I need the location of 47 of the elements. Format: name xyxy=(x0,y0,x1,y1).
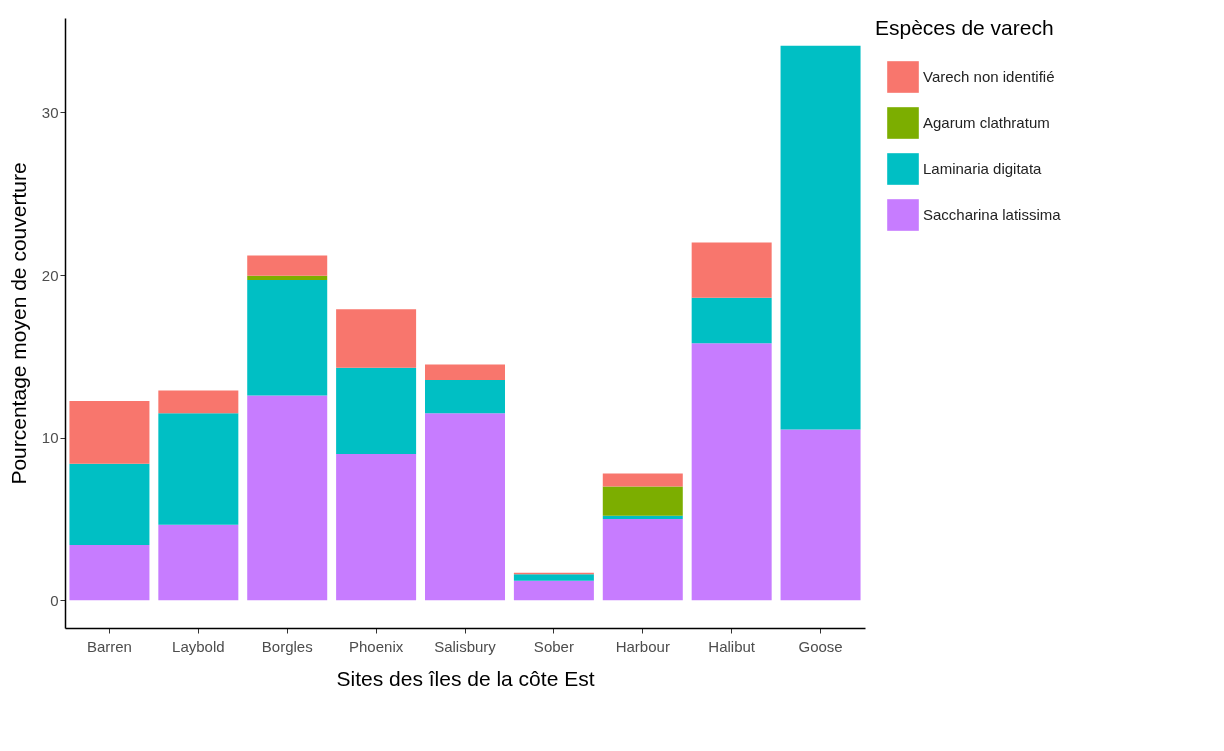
x-tick-label: Borgles xyxy=(261,637,313,655)
x-tick-label: Goose xyxy=(798,637,843,655)
bar xyxy=(425,413,505,601)
y-tick-label: 20 xyxy=(41,266,59,284)
bar xyxy=(69,401,150,464)
y-tick-label: 10 xyxy=(41,429,59,447)
legend-label: Laminaria digitata xyxy=(923,160,1043,177)
legend-title: Espèces de varech xyxy=(875,16,1054,39)
bar xyxy=(602,519,683,601)
bar xyxy=(425,379,505,414)
bar xyxy=(247,275,328,280)
bar xyxy=(691,343,772,601)
bar xyxy=(247,395,328,601)
bar xyxy=(247,279,328,396)
legend-label: Agarum clathratum xyxy=(923,114,1050,131)
x-tick-label: Halibut xyxy=(708,637,756,655)
bar xyxy=(513,580,594,601)
bar xyxy=(602,473,683,487)
bar xyxy=(691,242,772,298)
bar xyxy=(69,545,150,601)
bar xyxy=(158,413,239,525)
x-tick-label: Sober xyxy=(533,637,574,655)
x-tick-label: Harbour xyxy=(615,637,670,655)
y-tick-label: 30 xyxy=(41,103,59,121)
y-tick-label: 0 xyxy=(50,591,59,609)
bar xyxy=(513,574,594,581)
bar xyxy=(336,309,417,368)
bar xyxy=(780,45,861,430)
bar xyxy=(158,390,239,414)
bar xyxy=(780,429,861,601)
bar xyxy=(691,297,772,344)
x-tick-label: Phoenix xyxy=(349,637,404,655)
x-tick-label: Salisbury xyxy=(434,637,497,655)
x-axis-title: Sites des îles de la côte Est xyxy=(336,666,595,690)
bar xyxy=(69,463,150,546)
x-tick-label: Laybold xyxy=(172,637,225,655)
bar xyxy=(602,486,683,516)
bar xyxy=(425,364,505,380)
x-tick-label: Barren xyxy=(86,637,132,655)
legend-label: Varech non identifié xyxy=(923,68,1055,85)
bar xyxy=(336,453,417,601)
bar xyxy=(247,255,328,276)
bar xyxy=(602,515,683,520)
bar xyxy=(158,524,239,601)
y-axis-title: Pourcentage moyen de couverture xyxy=(6,162,30,485)
bar xyxy=(336,367,417,454)
legend-label: Saccharina latissima xyxy=(923,206,1062,223)
